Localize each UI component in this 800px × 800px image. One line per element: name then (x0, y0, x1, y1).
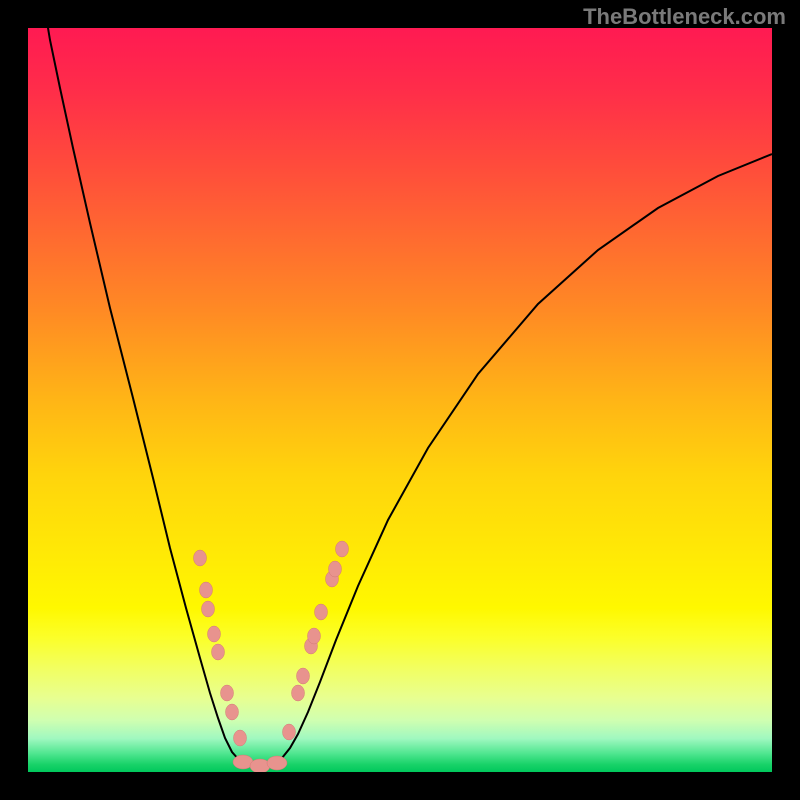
bottleneck-curve (43, 28, 772, 766)
data-marker (234, 730, 247, 746)
curve-layer (28, 28, 772, 772)
data-marker (202, 601, 215, 617)
markers-group (194, 541, 349, 772)
data-marker (194, 550, 207, 566)
data-marker (250, 759, 270, 772)
data-marker (221, 685, 234, 701)
data-marker (297, 668, 310, 684)
data-marker (292, 685, 305, 701)
data-marker (267, 756, 287, 770)
data-marker (329, 561, 342, 577)
data-marker (315, 604, 328, 620)
watermark-text: TheBottleneck.com (583, 4, 786, 30)
data-marker (336, 541, 349, 557)
data-marker (226, 704, 239, 720)
data-marker (212, 644, 225, 660)
data-marker (308, 628, 321, 644)
data-marker (200, 582, 213, 598)
plot-area (28, 28, 772, 772)
data-marker (208, 626, 221, 642)
data-marker (283, 724, 296, 740)
